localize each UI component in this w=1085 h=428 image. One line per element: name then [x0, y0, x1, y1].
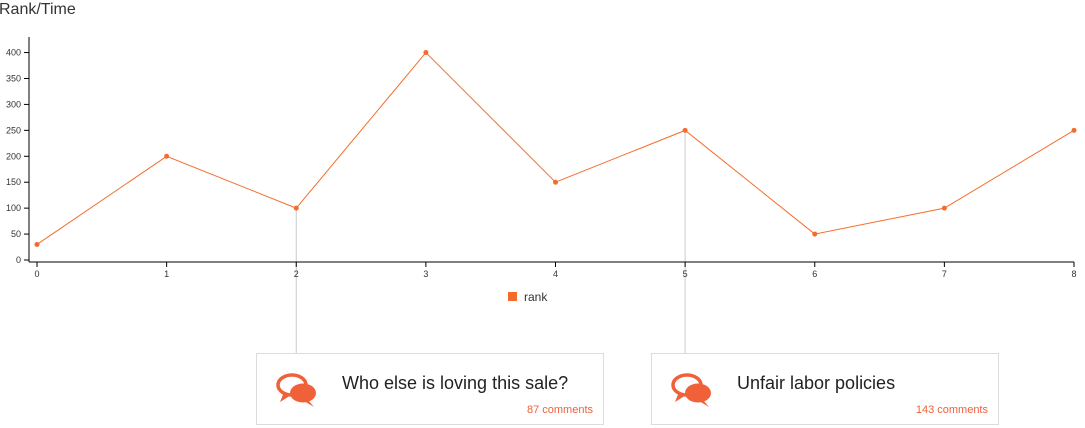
- data-point-5[interactable]: [682, 127, 688, 133]
- x-tick-label-2: 2: [294, 269, 299, 279]
- legend-label-rank: rank: [524, 290, 548, 304]
- data-point-6[interactable]: [812, 231, 818, 237]
- chart-legend: rank: [508, 290, 548, 304]
- y-tick-label-0: 0: [16, 255, 21, 265]
- x-tick-label-7: 7: [942, 269, 947, 279]
- data-point-3[interactable]: [423, 50, 429, 56]
- x-tick-label-0: 0: [34, 269, 39, 279]
- annotation-title[interactable]: Who else is loving this sale?: [342, 373, 569, 393]
- data-point-4[interactable]: [553, 179, 558, 185]
- x-tick-label-6: 6: [812, 269, 817, 279]
- series-line-layer: [34, 50, 1077, 247]
- x-tick-label-5: 5: [683, 269, 688, 279]
- data-point-7[interactable]: [941, 205, 947, 211]
- x-tick-label-3: 3: [423, 269, 428, 279]
- chart-axes: 0 50 100 150 200 250 300 350 400 0 1 2 3 4 5 6 7 8: [6, 37, 1077, 279]
- data-point-8[interactable]: [1071, 127, 1077, 133]
- speech-bubbles-icon: [670, 372, 714, 408]
- series-line-rank: [36, 51, 1075, 245]
- x-tick-label-4: 4: [553, 269, 558, 279]
- annotation-comments-count[interactable]: 87 comments: [526, 404, 593, 416]
- x-tick-label-1: 1: [164, 269, 169, 279]
- y-tick-label-100: 100: [6, 203, 21, 213]
- annotation-comments-count[interactable]: 143 comments: [915, 404, 988, 416]
- data-point-2[interactable]: [293, 205, 299, 211]
- data-point-1[interactable]: [164, 153, 170, 159]
- data-point-0[interactable]: [34, 241, 40, 247]
- y-tick-label-250: 250: [6, 125, 21, 135]
- speech-bubbles-icon: [275, 372, 319, 408]
- annotation-card-2[interactable]: Unfair labor policies 143 comments: [651, 353, 999, 425]
- y-tick-label-350: 350: [6, 73, 21, 83]
- annotation-card-1[interactable]: Who else is loving this sale? 87 comments: [256, 353, 604, 425]
- y-tick-label-400: 400: [6, 48, 21, 58]
- annotation-connectors: [295, 130, 686, 353]
- chart-title: Rank/Time: [0, 1, 76, 18]
- y-tick-label-300: 300: [6, 99, 21, 109]
- y-tick-label-150: 150: [6, 177, 21, 187]
- annotation-title[interactable]: Unfair labor policies: [737, 373, 896, 393]
- x-tick-label-8: 8: [1071, 269, 1076, 279]
- y-tick-label-50: 50: [11, 229, 21, 239]
- legend-swatch-rank: [508, 292, 517, 301]
- y-tick-label-200: 200: [6, 151, 21, 161]
